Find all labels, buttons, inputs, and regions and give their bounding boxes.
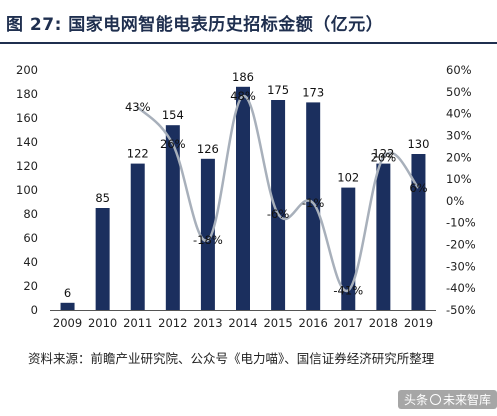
growth-line-series	[136, 94, 420, 292]
bar-value-label: 154	[162, 108, 184, 122]
growth-value-label: 26%	[160, 137, 186, 151]
bar	[411, 154, 426, 310]
bar	[200, 158, 215, 310]
chart-title: 图 27: 国家电网智能电表历史招标金额（亿元）	[6, 15, 384, 35]
watermark-text-right: 未来智库	[443, 393, 492, 407]
bar-line-chart: 0 20 40 60 80 100 120 140 160 180 200 -50% -40% -30%…	[16, 63, 476, 330]
bar-value-label: 122	[127, 147, 149, 161]
x-tick-label: 2019	[404, 316, 433, 330]
right-axis: -50% -40% -30% -20% -10% 0% 10% 20% 30% 40% 50% 60%	[446, 63, 476, 317]
bar	[60, 302, 75, 310]
x-tick-label: 2011	[123, 316, 152, 330]
x-tick-label: 2012	[158, 316, 187, 330]
x-tick-label: 2018	[369, 316, 398, 330]
bar-value-label: 130	[407, 137, 429, 151]
left-tick-label: 60	[23, 231, 38, 245]
bar-series	[60, 86, 426, 311]
left-tick-label: 200	[16, 63, 38, 77]
bar-value-label: 186	[232, 70, 254, 84]
right-tick-label: 30%	[446, 128, 472, 142]
left-tick-label: 180	[16, 87, 38, 101]
x-tick-label: 2013	[193, 316, 222, 330]
growth-line	[136, 94, 420, 292]
growth-value-label: 20%	[371, 150, 397, 164]
left-axis: 0 20 40 60 80 100 120 140 160 180 200	[16, 63, 38, 317]
bar	[165, 125, 180, 310]
growth-value-label: 6%	[409, 181, 427, 195]
x-tick-label: 2017	[334, 316, 363, 330]
growth-value-label: -6%	[267, 207, 289, 221]
x-axis: 2009 2010 2011 2012 2013 2014 2015 2016 2017 2018…	[50, 310, 436, 330]
right-tick-label: 10%	[446, 172, 472, 186]
watermark-logo-icon	[430, 394, 442, 405]
watermark-text-left: 头条	[404, 393, 429, 407]
bar	[130, 163, 145, 310]
right-tick-label: 0%	[446, 194, 464, 208]
right-tick-label: -10%	[446, 216, 476, 230]
right-tick-label: -20%	[446, 238, 476, 252]
bar-value-label: 173	[302, 85, 324, 99]
x-tick-label: 2015	[263, 316, 292, 330]
bar	[236, 86, 250, 310]
bar-value-label: 126	[197, 142, 219, 156]
right-tick-label: 60%	[446, 63, 472, 77]
bar-value-label: 175	[267, 83, 289, 97]
bar	[376, 163, 391, 310]
left-tick-label: 20	[23, 279, 38, 293]
bar	[95, 208, 110, 310]
bar-value-label: 85	[95, 191, 110, 205]
left-tick-label: 160	[16, 111, 38, 125]
bar-value-label: 102	[337, 171, 359, 185]
title-bar: 图 27: 国家电网智能电表历史招标金额（亿元）	[0, 0, 497, 44]
watermark: 头条 未来智库	[398, 390, 497, 409]
left-tick-label: 120	[16, 159, 38, 173]
x-tick-label: 2010	[88, 316, 117, 330]
right-tick-label: 20%	[446, 150, 472, 164]
right-tick-label: -50%	[446, 303, 476, 317]
bar	[306, 102, 321, 311]
left-tick-label: 0	[31, 303, 38, 317]
source-note: 资料来源：前瞻产业研究院、公众号《电力喵》、国信证券经济研究所整理	[28, 351, 435, 366]
left-tick-label: 140	[16, 135, 38, 149]
growth-value-label: -18%	[193, 233, 223, 247]
growth-value-label: 43%	[125, 100, 151, 114]
bar-value-label: 6	[64, 286, 71, 300]
growth-value-label: -41%	[333, 283, 363, 297]
right-tick-label: -30%	[446, 259, 476, 273]
x-tick-label: 2016	[299, 316, 328, 330]
bar-value-labels: 6 85 122 154 126 186 175 173 102 122 130	[64, 70, 430, 300]
growth-value-labels: 43% 26% -18% 48% -6% -1% -41% 20% 6%	[125, 89, 428, 297]
left-tick-label: 40	[23, 255, 38, 269]
right-tick-label: 50%	[446, 85, 472, 99]
right-tick-label: 40%	[446, 107, 472, 121]
bar	[271, 100, 286, 310]
x-tick-label: 2009	[53, 316, 82, 330]
bar	[341, 187, 356, 310]
bar-value-label: 122	[372, 147, 394, 161]
left-tick-label: 80	[23, 207, 38, 221]
x-tick-label: 2014	[228, 316, 257, 330]
right-tick-label: -40%	[446, 281, 476, 295]
growth-value-label: 48%	[230, 89, 256, 103]
left-tick-label: 100	[16, 183, 38, 197]
growth-value-label: -1%	[302, 196, 324, 210]
